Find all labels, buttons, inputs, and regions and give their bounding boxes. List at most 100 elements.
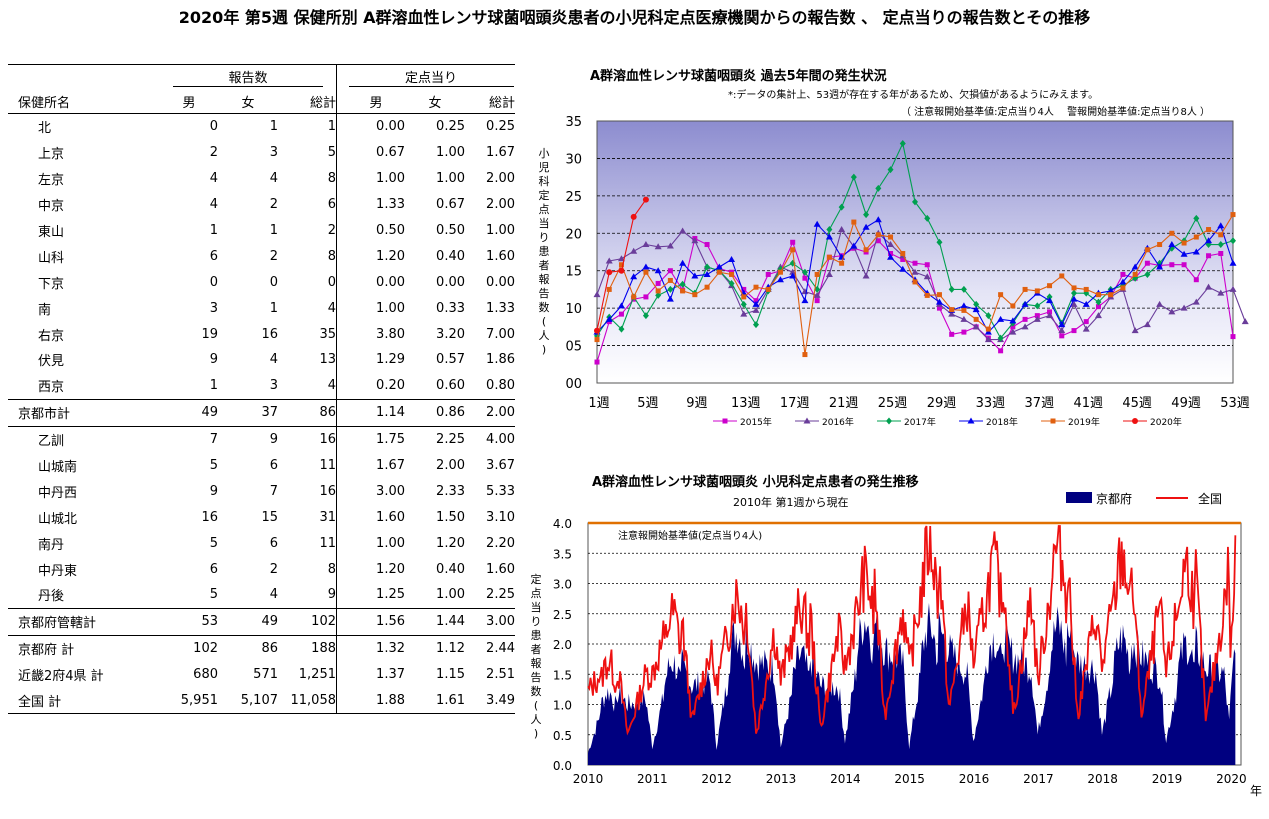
data-point <box>1218 232 1224 238</box>
cell-male: 0 <box>209 119 218 135</box>
cell-per-total: 1.67 <box>486 145 515 161</box>
cell-per-female: 0.40 <box>436 248 465 264</box>
chart-title: A群溶血性レンサ球菌咽頭炎 過去5年間の発生状況 <box>590 68 887 84</box>
y-tick-label: 25 <box>565 190 582 205</box>
cell-male: 3 <box>209 300 218 316</box>
table-row: 京都府 計 102 86 188 1.32 1.12 2.44 <box>8 635 515 662</box>
legend-label: 2020年 <box>1150 416 1182 428</box>
data-point <box>692 292 698 298</box>
cell-total: 86 <box>278 399 337 427</box>
data-point <box>1046 293 1053 301</box>
column-separator <box>336 452 347 479</box>
data-point <box>1169 230 1175 236</box>
data-point <box>1095 298 1102 306</box>
chart-trend-since-2010: A群溶血性レンサ球菌咽頭炎 小児科定点患者の発生推移 2010年 第1週から現在 京… <box>531 474 1263 798</box>
column-separator <box>336 582 347 609</box>
column-separator <box>336 372 347 400</box>
data-point <box>643 294 649 300</box>
cell-per-female: 0.57 <box>436 352 465 368</box>
cell-per-male: 1.20 <box>376 561 405 577</box>
data-point <box>1217 241 1224 249</box>
data-point <box>765 271 771 277</box>
data-point <box>618 325 625 333</box>
cell-name: 京都府管轄計 <box>8 608 160 636</box>
plot-area <box>596 120 1234 384</box>
data-point <box>1070 300 1078 307</box>
cell-name: 伏見 <box>38 354 65 370</box>
header-group-per-sentinel: 定点当り <box>347 64 515 89</box>
cell-per-female: 2.00 <box>436 458 465 474</box>
chart-subtitle: 2010年 第1週から現在 <box>733 495 849 509</box>
data-point <box>1010 324 1016 330</box>
data-point <box>924 292 930 298</box>
data-point <box>1230 237 1236 245</box>
column-separator <box>336 295 347 322</box>
column-separator <box>336 426 347 453</box>
data-point <box>704 263 711 271</box>
cell-name: 左京 <box>38 173 65 189</box>
table-row: 山科 6 2 8 1.20 0.40 1.60 <box>8 243 515 270</box>
y-axis-label-char: ) <box>534 727 538 740</box>
cell-male: 2 <box>209 145 218 161</box>
data-point <box>888 234 894 240</box>
cell-per-female: 1.61 <box>405 687 465 715</box>
x-tick-label: 2017 <box>1023 772 1054 786</box>
data-point <box>1071 289 1077 297</box>
cell-per-male: 1.33 <box>376 197 405 213</box>
data-point <box>666 295 674 302</box>
y-tick-label: 10 <box>565 302 582 317</box>
cell-female: 6 <box>269 458 278 474</box>
data-point <box>1206 227 1212 233</box>
y-tick-label: 35 <box>565 115 582 130</box>
cell-name: 乙訓 <box>38 434 65 450</box>
data-point <box>703 270 711 277</box>
data-point <box>667 268 673 274</box>
data-point <box>998 348 1004 354</box>
cell-male: 5 <box>160 582 218 609</box>
table-row: 乙訓 7 9 16 1.75 2.25 4.00 <box>8 426 515 453</box>
data-point <box>851 219 857 225</box>
data-point <box>1107 287 1115 294</box>
cell-per-total: 2.20 <box>486 535 515 551</box>
cell-per-male: 1.60 <box>376 509 405 525</box>
y-axis-label-char: ) <box>542 343 546 356</box>
cell-per-total: 1.33 <box>486 300 515 316</box>
cell-name: 東山 <box>38 225 65 240</box>
data-point <box>605 257 613 264</box>
col-header-col_pfemale: 女 <box>405 89 465 114</box>
y-axis-label-char: 告 <box>531 671 542 684</box>
data-point <box>1082 325 1090 332</box>
data-point <box>606 286 612 292</box>
table-row: 全国 計 5,951 5,107 11,058 1.88 1.61 3.49 <box>8 687 515 715</box>
x-tick-label: 5週 <box>637 396 658 411</box>
cell-per-total: 2.00 <box>486 197 515 213</box>
x-tick-label: 2016 <box>959 772 990 786</box>
cell-per-female: 1.50 <box>436 509 465 525</box>
data-point <box>949 307 955 313</box>
cell-female: 5,107 <box>218 687 278 715</box>
cell-male: 680 <box>193 667 218 683</box>
data-point <box>594 337 600 343</box>
data-point <box>1193 214 1200 222</box>
data-point <box>753 298 759 304</box>
y-axis-label-char: 当 <box>531 600 542 614</box>
chart-past-5-years: A群溶血性レンサ球菌咽頭炎 過去5年間の発生状況 *:データの集計上、53週が存在… <box>539 68 1250 428</box>
data-point <box>875 238 881 244</box>
data-point <box>1205 237 1213 244</box>
cell-total: 4 <box>327 300 336 316</box>
cell-total: 6 <box>327 197 336 213</box>
data-point <box>1205 283 1213 290</box>
data-point <box>655 291 662 299</box>
data-point <box>741 286 747 292</box>
legend-label: 2019年 <box>1068 416 1100 428</box>
cell-per-male: 0.50 <box>376 223 405 238</box>
y-axis-label-char: ( <box>542 315 546 328</box>
table-row: 南 3 1 4 1.00 0.33 1.33 <box>8 295 515 322</box>
data-point <box>679 280 686 288</box>
y-axis-label-char: 人 <box>539 329 550 342</box>
data-point <box>862 272 870 279</box>
data-point <box>642 196 649 203</box>
cell-per-female: 2.25 <box>436 432 465 448</box>
cell-total: 11 <box>319 535 336 551</box>
data-point <box>1047 309 1053 315</box>
